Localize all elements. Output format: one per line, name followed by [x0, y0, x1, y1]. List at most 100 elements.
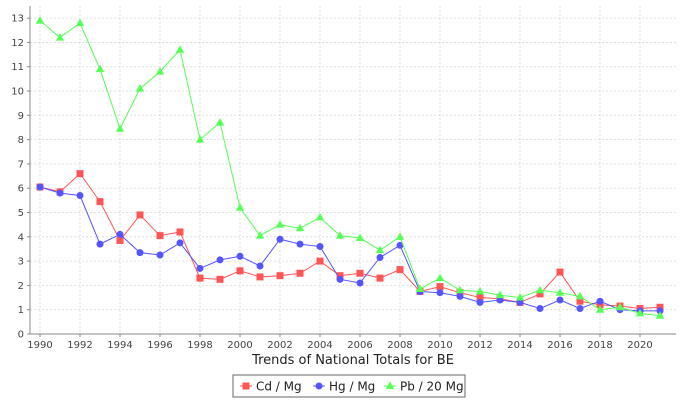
legend-marker-cd	[242, 382, 250, 390]
series-pb	[35, 16, 665, 319]
data-point-hg	[96, 240, 104, 248]
series	[35, 16, 665, 319]
data-point-hg	[356, 279, 364, 287]
data-point-pb	[315, 212, 325, 221]
y-tick-label: 6	[18, 184, 24, 195]
series-line-pb	[39, 20, 661, 317]
y-tick-label: 12	[11, 38, 24, 49]
data-point-pb	[535, 285, 545, 294]
y-tick-label: 9	[18, 111, 24, 122]
data-point-cd	[296, 269, 304, 277]
data-point-pb	[655, 311, 665, 319]
data-point-cd	[196, 274, 204, 282]
data-point-pb	[235, 203, 245, 211]
grid	[30, 6, 676, 334]
x-tick-label: 2020	[627, 340, 652, 351]
data-point-pb	[295, 223, 305, 232]
data-point-pb	[415, 284, 425, 293]
data-point-hg	[216, 256, 224, 264]
data-point-hg	[496, 296, 504, 304]
data-point-pb	[395, 232, 405, 240]
data-point-pb	[575, 291, 585, 300]
data-point-cd	[236, 267, 244, 275]
data-point-hg	[436, 289, 444, 297]
data-point-pb	[475, 286, 485, 295]
data-point-pb	[195, 135, 205, 143]
y-tick-label: 7	[18, 159, 24, 170]
x-tick-label: 2002	[267, 340, 292, 351]
data-point-pb	[635, 308, 645, 317]
plot-background	[30, 6, 676, 334]
x-tick-label: 1992	[67, 340, 92, 351]
data-point-hg	[516, 298, 524, 306]
legend-marker-pb	[385, 381, 395, 389]
data-point-hg	[196, 264, 204, 272]
series-hg	[36, 183, 664, 315]
data-point-cd	[96, 198, 104, 206]
data-point-pb	[595, 305, 605, 313]
x-tick-label: 1998	[187, 340, 212, 351]
data-point-cd	[556, 268, 564, 276]
data-point-hg	[156, 251, 164, 259]
data-point-pb	[35, 16, 45, 24]
legend: Cd / Mg Hg / Mg Pb / 20 Mg	[232, 374, 466, 398]
data-point-hg	[536, 304, 544, 312]
data-point-pb	[95, 64, 105, 73]
data-point-pb	[175, 45, 185, 53]
x-tick-label: 1994	[107, 340, 132, 351]
data-point-pb	[255, 231, 265, 239]
legend-marker-hg	[315, 382, 323, 390]
data-point-hg	[576, 304, 584, 312]
x-tick-label: 2000	[227, 340, 252, 351]
data-point-pb	[275, 220, 285, 228]
data-point-pb	[155, 67, 165, 75]
data-point-cd	[336, 272, 344, 280]
data-point-cd	[136, 211, 144, 219]
y-tick-label: 4	[18, 232, 24, 243]
x-tick-label: 2010	[427, 340, 452, 351]
data-point-pb	[555, 288, 565, 296]
data-point-pb	[355, 233, 365, 242]
data-point-hg	[236, 252, 244, 260]
x-tick-label: 1990	[27, 340, 52, 351]
data-point-pb	[495, 290, 505, 299]
legend-box	[232, 374, 466, 398]
legend-label-hg: Hg / Mg	[329, 380, 375, 394]
x-tick-label: 2004	[307, 340, 332, 351]
data-point-cd	[356, 269, 364, 277]
data-point-hg	[276, 235, 284, 243]
data-point-pb	[615, 302, 625, 311]
x-tick-label: 2016	[547, 340, 572, 351]
data-point-pb	[455, 285, 465, 294]
data-point-cd	[116, 236, 124, 244]
y-tick-label: 0	[18, 330, 24, 341]
data-point-cd	[256, 273, 264, 281]
data-point-hg	[256, 262, 264, 270]
y-tick-label: 11	[11, 62, 24, 73]
data-point-cd	[396, 266, 404, 274]
data-point-hg	[56, 189, 64, 197]
data-point-cd	[216, 275, 224, 283]
data-point-hg	[176, 239, 184, 247]
data-point-cd	[576, 297, 584, 305]
data-point-hg	[396, 241, 404, 249]
y-tick-label: 10	[11, 87, 24, 98]
y-tick-label: 13	[11, 14, 24, 25]
data-point-hg	[596, 297, 604, 305]
data-point-hg	[456, 292, 464, 300]
data-point-hg	[476, 298, 484, 306]
data-point-hg	[116, 230, 124, 238]
y-tick-label: 2	[18, 281, 24, 292]
x-tick-label: 2006	[347, 340, 372, 351]
legend-items: Cd / Mg Hg / Mg Pb / 20 Mg	[240, 380, 464, 394]
data-point-pb	[55, 33, 65, 41]
data-point-cd	[76, 170, 84, 178]
data-point-hg	[76, 192, 84, 200]
data-point-cd	[376, 274, 384, 282]
data-point-hg	[136, 249, 144, 257]
data-point-pb	[375, 245, 385, 254]
y-tick-label: 1	[18, 305, 24, 316]
data-point-cd	[276, 272, 284, 280]
y-tick-label: 5	[18, 208, 24, 219]
